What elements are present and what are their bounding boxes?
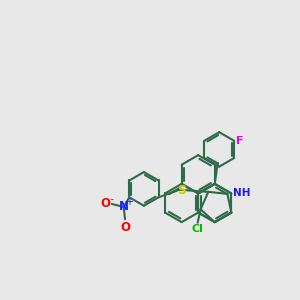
Text: O: O [120,221,130,234]
Text: F: F [236,136,243,146]
Text: -: - [109,194,113,204]
Text: Cl: Cl [191,224,203,235]
Text: N: N [118,200,129,213]
Text: S: S [177,184,186,197]
Text: NH: NH [233,188,250,198]
Text: O: O [100,197,110,210]
Text: +: + [125,196,133,207]
